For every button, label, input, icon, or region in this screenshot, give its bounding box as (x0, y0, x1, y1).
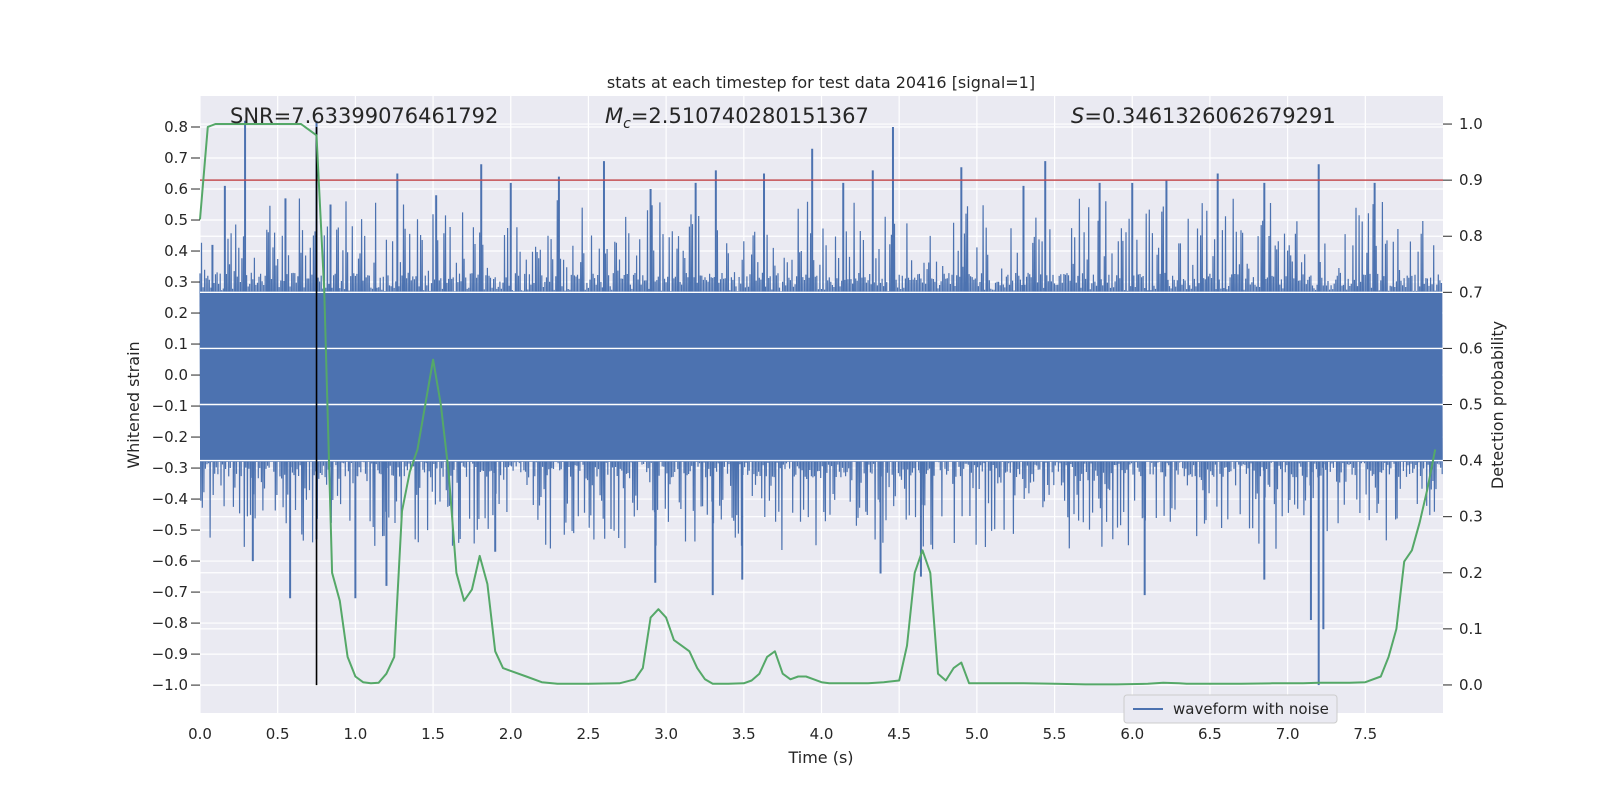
y2-tick-label: 0.2 (1459, 564, 1483, 582)
y2-tick-label: 0.1 (1459, 620, 1483, 638)
y-tick-label: 0.0 (164, 366, 188, 384)
y-axis-ticks: 0.8 0.7 0.6 0.5 0.4 0.3 0.2 0.1 0.0 −0.1 −0.2 −0.3 −… (152, 118, 200, 694)
y2-tick-label: 0.9 (1459, 171, 1483, 189)
probability-series (199, 123, 1437, 686)
legend-box (1123, 694, 1338, 724)
y-tick-label: −0.2 (152, 428, 188, 446)
s-symbol: S (1071, 104, 1084, 128)
y-tick-label: 0.7 (164, 149, 188, 167)
y-tick-label: −0.9 (152, 645, 188, 663)
y2-tick-label: 0.3 (1459, 508, 1483, 526)
y-tick-label: −0.4 (152, 490, 188, 508)
y2-tick-label: 0.0 (1459, 676, 1483, 694)
y-tick-label: −0.5 (152, 521, 188, 539)
x-tick-label: 1.0 (343, 725, 367, 743)
overlay-lines (200, 127, 1443, 686)
legend-label-waveform: waveform with noise (1173, 700, 1329, 718)
x-tick-label: 4.0 (810, 725, 834, 743)
chirp-mass-symbol: M (605, 104, 623, 128)
y-tick-label: −0.7 (152, 583, 188, 601)
x-tick-label: 1.5 (421, 725, 445, 743)
y2-tick-label: 1.0 (1459, 115, 1483, 133)
y-tick-label: −0.3 (152, 459, 188, 477)
chirp-mass-subscript: c (623, 116, 631, 132)
s-annotation: S=0.3461326062679291 (1071, 104, 1336, 128)
y2-tick-label: 0.8 (1459, 227, 1483, 245)
y-tick-label: 0.4 (164, 242, 188, 260)
x-tick-label: 3.0 (654, 725, 678, 743)
x-axis-label: Time (s) (787, 748, 853, 767)
y2-axis-label: Detection probability (1488, 321, 1507, 489)
snr-annotation: SNR=7.63399076461792 (230, 104, 498, 128)
x-tick-label: 6.5 (1198, 725, 1222, 743)
x-tick-label: 0.0 (188, 725, 212, 743)
waveform-series (199, 120, 1443, 686)
x-axis-ticks: 0.0 0.5 1.0 1.5 2.0 2.5 3.0 3.5 4.0 4.5 5.0 5.5 6.0 6… (188, 725, 1377, 743)
y-tick-label: 0.1 (164, 335, 188, 353)
chirp-mass-value: =2.510740280151367 (631, 104, 869, 128)
y-tick-label: 0.5 (164, 211, 188, 229)
x-tick-label: 7.5 (1353, 725, 1377, 743)
x-tick-label: 5.5 (1043, 725, 1067, 743)
y-tick-label: 0.3 (164, 273, 188, 291)
waveform-core-band (200, 291, 1443, 462)
y-tick-label: −0.1 (152, 397, 188, 415)
y-tick-label: 0.2 (164, 304, 188, 322)
y-tick-label: 0.8 (164, 118, 188, 136)
y-tick-label: −0.6 (152, 552, 188, 570)
y-tick-label: −1.0 (152, 676, 188, 694)
x-tick-label: 0.5 (266, 725, 290, 743)
x-tick-label: 5.0 (965, 725, 989, 743)
y-tick-label: 0.6 (164, 180, 188, 198)
y-tick-label: −0.8 (152, 614, 188, 632)
y2-tick-label: 0.5 (1459, 396, 1483, 414)
y2-tick-label: 0.4 (1459, 452, 1483, 470)
x-tick-label: 7.0 (1276, 725, 1300, 743)
x-tick-label: 2.5 (577, 725, 601, 743)
chart-title: stats at each timestep for test data 204… (607, 73, 1035, 92)
probability-line (199, 123, 1437, 686)
chirp-mass-annotation: Mc=2.510740280151367 (605, 104, 869, 132)
x-tick-label: 6.0 (1120, 725, 1144, 743)
y-axis-label: Whitened strain (124, 341, 143, 468)
x-tick-label: 4.5 (887, 725, 911, 743)
x-tick-label: 3.5 (732, 725, 756, 743)
y2-tick-label: 0.7 (1459, 283, 1483, 301)
x-tick-label: 2.0 (499, 725, 523, 743)
y2-tick-label: 0.6 (1459, 339, 1483, 357)
legend: waveform with noise (1123, 694, 1338, 724)
y2-axis-ticks: 1.0 0.9 0.8 0.7 0.6 0.5 0.4 0.3 0.2 0.1 0.0 (1443, 115, 1483, 694)
s-value: =0.3461326062679291 (1084, 104, 1335, 128)
